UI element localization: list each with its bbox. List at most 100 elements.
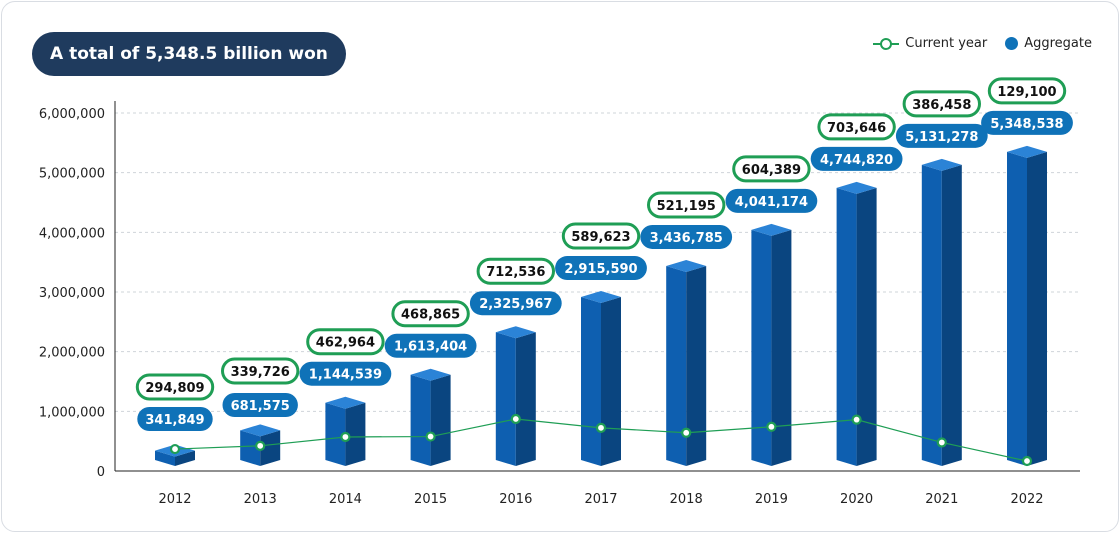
- current-year-label-pill: [561, 222, 641, 250]
- bar-front: [751, 229, 772, 466]
- current-year-data-label: 294,809: [145, 381, 204, 396]
- aggregate-label-pill: [895, 123, 988, 148]
- current-year-marker: [255, 440, 266, 451]
- aggregate-data-label: 4,041,174: [735, 195, 808, 210]
- aggregate-data-label: 341,849: [145, 413, 204, 428]
- current-year-label-pill: [987, 77, 1067, 105]
- bar-top: [751, 223, 792, 236]
- current-year-marker: [1021, 455, 1033, 467]
- legend-item-current-year: Current year: [873, 36, 987, 51]
- bar-front: [240, 430, 261, 466]
- x-tick-label: 2018: [670, 492, 703, 507]
- legend-label-current-year: Current year: [905, 36, 988, 51]
- current-year-label-pill: [391, 300, 470, 328]
- aggregate-label-pill: [810, 146, 903, 171]
- x-tick-label: 2017: [584, 492, 617, 507]
- aggregate-data-label: 2,325,967: [479, 297, 552, 312]
- aggregate-data-label: 1,144,539: [309, 368, 382, 383]
- bar-top: [495, 326, 536, 339]
- y-tick-label: 4,000,000: [39, 226, 105, 241]
- current-year-label-pill: [817, 113, 896, 141]
- bar-front: [495, 332, 516, 466]
- x-tick-label: 2012: [158, 492, 191, 507]
- legend-label-aggregate: Aggregate: [1024, 36, 1092, 51]
- aggregate-data-label: 4,744,820: [820, 153, 893, 168]
- x-tick-label: 2016: [499, 492, 532, 507]
- bar-top: [410, 368, 451, 381]
- x-tick-label: 2013: [244, 492, 277, 507]
- y-tick-label: 2,000,000: [39, 346, 105, 361]
- x-tick-label: 2021: [925, 492, 958, 507]
- aggregate-data-label: 2,915,590: [564, 262, 637, 277]
- bar-top: [1007, 145, 1047, 158]
- x-tick-label: 2019: [755, 492, 788, 507]
- current-year-label-pill: [732, 155, 811, 183]
- bar-side: [515, 332, 536, 466]
- current-year-data-label: 703,646: [827, 121, 886, 136]
- bar-side: [345, 402, 366, 466]
- legend: Current year Aggregate: [855, 36, 1092, 51]
- x-tick-label: 2015: [414, 492, 447, 507]
- x-tick-label: 2014: [329, 492, 362, 507]
- bar-side: [175, 450, 195, 466]
- current-year-label-pill: [221, 357, 300, 385]
- current-year-data-label: 462,964: [316, 336, 375, 351]
- current-year-data-label: 589,623: [571, 230, 630, 245]
- current-year-label-pill: [902, 90, 981, 118]
- bar-side: [1027, 151, 1047, 467]
- x-tick-label: 2022: [1010, 492, 1043, 507]
- bar-top: [325, 396, 366, 409]
- x-tick-label: 2020: [840, 492, 873, 507]
- bar-side: [941, 164, 962, 466]
- bar-side: [260, 430, 281, 466]
- legend-item-aggregate: Aggregate: [1005, 36, 1092, 51]
- aggregate-data-label: 3,436,785: [650, 231, 723, 246]
- aggregate-data-label: 5,348,538: [990, 117, 1063, 132]
- current-year-marker: [936, 437, 947, 448]
- bar-side: [686, 265, 707, 466]
- y-tick-label: 0: [97, 465, 105, 480]
- bar-top: [240, 424, 281, 437]
- current-year-marker: [595, 422, 607, 433]
- bar-side: [601, 297, 621, 466]
- aggregate-data-label: 1,613,404: [394, 340, 467, 355]
- aggregate-label-pill: [137, 407, 213, 431]
- y-tick-label: 3,000,000: [39, 286, 105, 301]
- line-marker-icon: [873, 37, 900, 50]
- current-year-marker: [510, 413, 521, 425]
- current-year-marker: [681, 427, 692, 438]
- current-year-marker: [851, 414, 862, 425]
- chart-title: A total of 5,348.5 billion won: [32, 32, 346, 76]
- aggregate-label-pill: [555, 256, 647, 281]
- current-year-label-pill: [476, 257, 556, 285]
- aggregate-label-pill: [725, 188, 818, 213]
- aggregate-data-label: 681,575: [231, 399, 290, 414]
- current-year-data-label: 339,726: [231, 365, 290, 380]
- current-year-label-pill: [306, 328, 385, 356]
- current-year-marker: [340, 431, 351, 443]
- bar-side: [856, 187, 877, 467]
- bar-front: [836, 187, 857, 467]
- current-year-marker: [766, 421, 777, 432]
- current-year-data-label: 468,865: [401, 308, 460, 323]
- aggregate-label-pill: [384, 333, 477, 358]
- bar-front: [1007, 151, 1027, 467]
- y-tick-label: 6,000,000: [39, 107, 105, 122]
- aggregate-data-label: 5,131,278: [905, 130, 978, 145]
- bar-front: [581, 297, 601, 466]
- aggregate-label-pill: [299, 361, 392, 386]
- aggregate-label-pill: [469, 291, 562, 316]
- bar-front: [155, 450, 175, 466]
- bar-front: [666, 265, 687, 466]
- current-year-data-label: 604,389: [742, 163, 801, 178]
- current-year-marker: [169, 443, 181, 455]
- current-year-data-label: 521,195: [657, 199, 716, 214]
- bar-top: [836, 181, 877, 194]
- aggregate-label-pill: [640, 224, 733, 249]
- bar-front: [410, 374, 431, 466]
- aggregate-label-pill: [222, 393, 298, 417]
- bar-top: [921, 158, 962, 171]
- bar-side: [771, 229, 792, 466]
- current-year-label-pill: [647, 191, 726, 219]
